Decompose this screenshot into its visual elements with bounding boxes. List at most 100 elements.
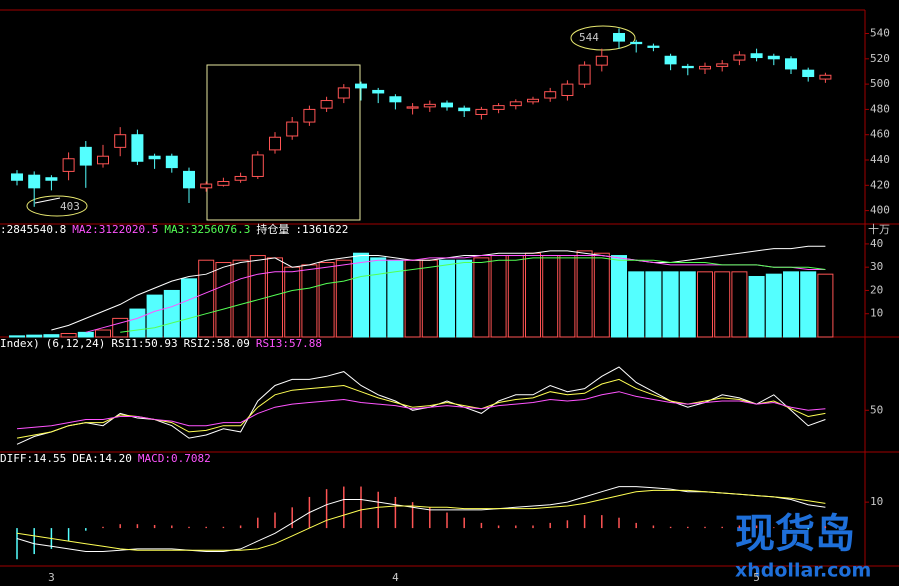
candle-body [423, 103, 436, 108]
candle-body [11, 173, 23, 181]
bar [267, 257, 283, 338]
panel-header: Index) (6,12,24) RSI1:50.93 RSI2:58.09 RSI3:… [0, 337, 322, 350]
watermark-brand: 现货岛 [735, 511, 855, 557]
series-line [85, 255, 826, 333]
y-tick-label: 480 [870, 102, 890, 115]
bar [284, 266, 301, 338]
bar [301, 264, 318, 338]
y-tick-label: 10 [870, 307, 883, 320]
bar [60, 333, 77, 338]
candle-body [578, 64, 591, 85]
bar [800, 271, 817, 338]
annotation-ellipse [570, 25, 636, 51]
candle-body [527, 98, 539, 103]
panel-header: :2845540.8 MA2:3122020.5 MA3:3256076.3 持仓量:… [0, 222, 348, 236]
bar [525, 252, 541, 338]
y-tick-label: 540 [870, 27, 890, 40]
bar [490, 255, 507, 338]
bar [507, 255, 524, 338]
bar [421, 259, 438, 338]
candle-body [389, 96, 402, 103]
y-tick-label: 10 [870, 495, 883, 508]
candle-body [630, 41, 643, 45]
candle-body [269, 136, 281, 151]
x-tick-label: 4 [392, 571, 399, 584]
y-tick-label: 400 [870, 204, 890, 217]
candle-body [664, 55, 677, 65]
bar [662, 271, 679, 338]
bar [215, 262, 232, 338]
series-line [16, 486, 826, 552]
candle-body [647, 45, 660, 48]
candle-body [716, 63, 729, 67]
candle-body [802, 69, 815, 78]
series-line [16, 489, 826, 551]
candle-body [79, 146, 92, 166]
x-tick-label: 3 [48, 571, 55, 584]
candle-body [819, 74, 832, 80]
candle-body [114, 134, 127, 148]
candle-body [148, 155, 161, 160]
candle-body [28, 174, 41, 189]
bar [593, 252, 610, 338]
bar [370, 257, 387, 338]
bar [77, 331, 94, 338]
candle-body [561, 83, 574, 96]
candle-body [131, 134, 144, 162]
header-item: RSI2:58.09 [184, 337, 250, 350]
bar [9, 335, 25, 338]
candle-body [458, 107, 471, 112]
candle-body [62, 158, 75, 172]
bar [112, 317, 129, 338]
bar [542, 255, 559, 338]
candle-body [595, 55, 608, 66]
bar [697, 271, 713, 338]
header-item: Index) [0, 337, 40, 350]
candle-body [785, 58, 797, 70]
candle-body [303, 108, 316, 123]
series-line [16, 366, 826, 445]
candle-body [441, 102, 453, 108]
candle-body [97, 155, 109, 165]
pointer [34, 197, 61, 204]
candle-body [750, 53, 763, 59]
y-tick-label: 40 [870, 237, 883, 250]
header-item: MA2:3122020.5 [72, 223, 158, 236]
candle-body [509, 101, 522, 107]
header-item: 持仓量 [256, 222, 289, 236]
candle-body [165, 155, 178, 169]
bar [163, 289, 180, 338]
bar [645, 271, 662, 338]
bar [181, 278, 197, 338]
annotation-ellipse [26, 195, 88, 217]
bar [765, 273, 782, 338]
bar [26, 334, 43, 338]
bar [748, 275, 765, 338]
candle-body [251, 154, 264, 177]
bar [817, 273, 834, 338]
bar [731, 271, 748, 338]
bar [559, 255, 576, 338]
bar [404, 259, 421, 338]
candle-body [475, 108, 488, 115]
candle-body [733, 54, 746, 61]
bar [318, 262, 335, 338]
annotation: 403 [60, 200, 80, 213]
bar [335, 259, 352, 338]
bar [783, 271, 799, 338]
panel-header: DIFF:14.55 DEA:14.20 MACD:0.7082 [0, 452, 211, 465]
header-item: MACD:0.7082 [138, 452, 211, 465]
candle-body [217, 181, 230, 186]
highlight-box [206, 64, 361, 221]
bar [353, 252, 369, 338]
bar [456, 259, 473, 338]
header-item: DIFF:14.55 [0, 452, 66, 465]
header-item: :1361622 [295, 223, 348, 236]
x-tick-label: 5 [753, 571, 760, 584]
annotation: 544 [579, 31, 599, 44]
bar [714, 271, 731, 338]
y-tick-label: 440 [870, 153, 890, 166]
candle-body [337, 87, 350, 99]
